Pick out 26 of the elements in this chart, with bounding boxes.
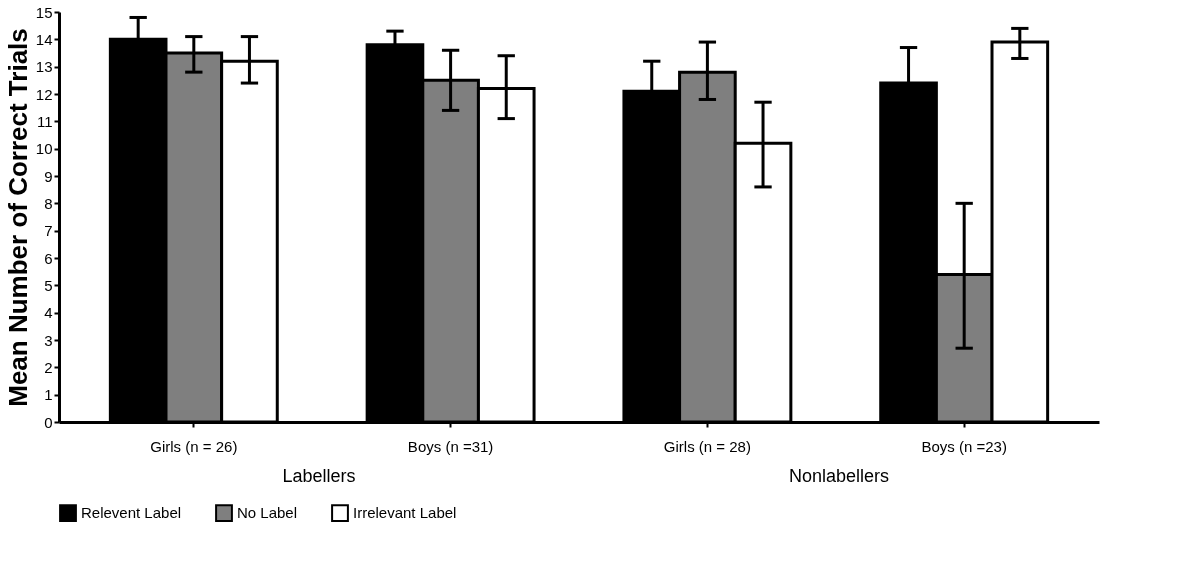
x-tick-label: Girls (n = 26): [150, 437, 238, 455]
x-tick-label: Boys (n =23): [921, 437, 1007, 455]
x-tick-label: Boys (n =31): [407, 437, 494, 455]
y-tick-label: 1: [44, 386, 53, 404]
y-axis-title: Mean Number of Correct Trials: [2, 28, 33, 407]
y-tick-label: 4: [44, 304, 53, 322]
y-tick-label: 2: [44, 358, 53, 376]
y-tick-label: 11: [36, 112, 53, 130]
y-tick-label: 14: [35, 30, 53, 48]
y-tick-label: 3: [44, 331, 53, 349]
y-tick-label: 12: [35, 85, 53, 103]
y-tick-label: 8: [44, 194, 53, 212]
y-tick-label: 9: [44, 167, 53, 185]
text: Nonlabellers: [788, 466, 890, 486]
y-tick-label: 10: [35, 140, 53, 158]
y-tick-label: 0: [44, 413, 53, 431]
y-tick-label: 15: [35, 3, 53, 21]
legend-label: Relevent Label: [81, 504, 182, 522]
legend-label: No Label: [237, 504, 298, 522]
y-tick-label: 7: [44, 222, 53, 240]
y-tick-label: 13: [35, 58, 53, 76]
y-tick-label: 6: [44, 249, 53, 267]
text: Labellers: [282, 466, 356, 486]
x-tick-label: Girls (n = 28): [663, 437, 751, 455]
y-tick-label: 5: [44, 276, 53, 294]
legend-label: Irrelevant Label: [353, 504, 457, 522]
